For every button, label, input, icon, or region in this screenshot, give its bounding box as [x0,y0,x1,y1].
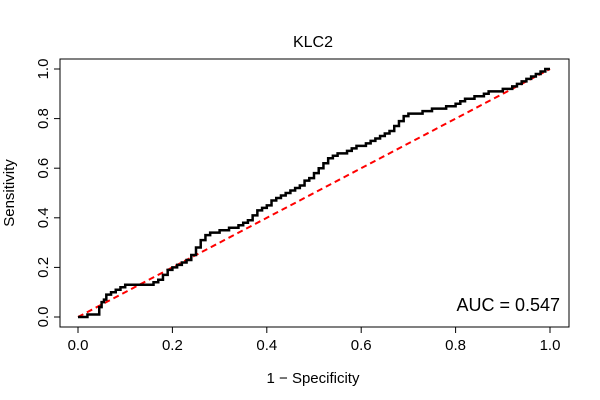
chart-title: KLC2 [293,34,333,51]
plot-frame [59,58,570,328]
y-tick-label: 1.0 [35,59,52,80]
reference-diagonal-line [77,68,551,318]
x-axis-label: 1 − Specificity [267,370,360,387]
x-tick-label: 0.4 [256,337,277,354]
y-axis-label: Sensitivity [1,159,18,227]
y-tick-label: 0.0 [35,307,52,328]
roc-curve-line [78,67,550,319]
x-tick-label: 0.8 [445,337,466,354]
y-axis: 0.0 0.2 0.4 0.6 0.8 1.0 [35,59,60,328]
y-tick-label: 0.4 [35,207,52,228]
x-tick-label: 0.0 [68,337,89,354]
x-axis: 0.0 0.2 0.4 0.6 0.8 1.0 [68,327,561,354]
y-tick-label: 0.6 [35,158,52,179]
auc-annotation: AUC = 0.547 [456,295,560,315]
y-tick-label: 0.2 [35,257,52,278]
x-tick-label: 0.2 [162,337,183,354]
x-tick-label: 1.0 [540,337,561,354]
x-tick-label: 0.6 [351,337,372,354]
y-tick-label: 0.8 [35,108,52,129]
